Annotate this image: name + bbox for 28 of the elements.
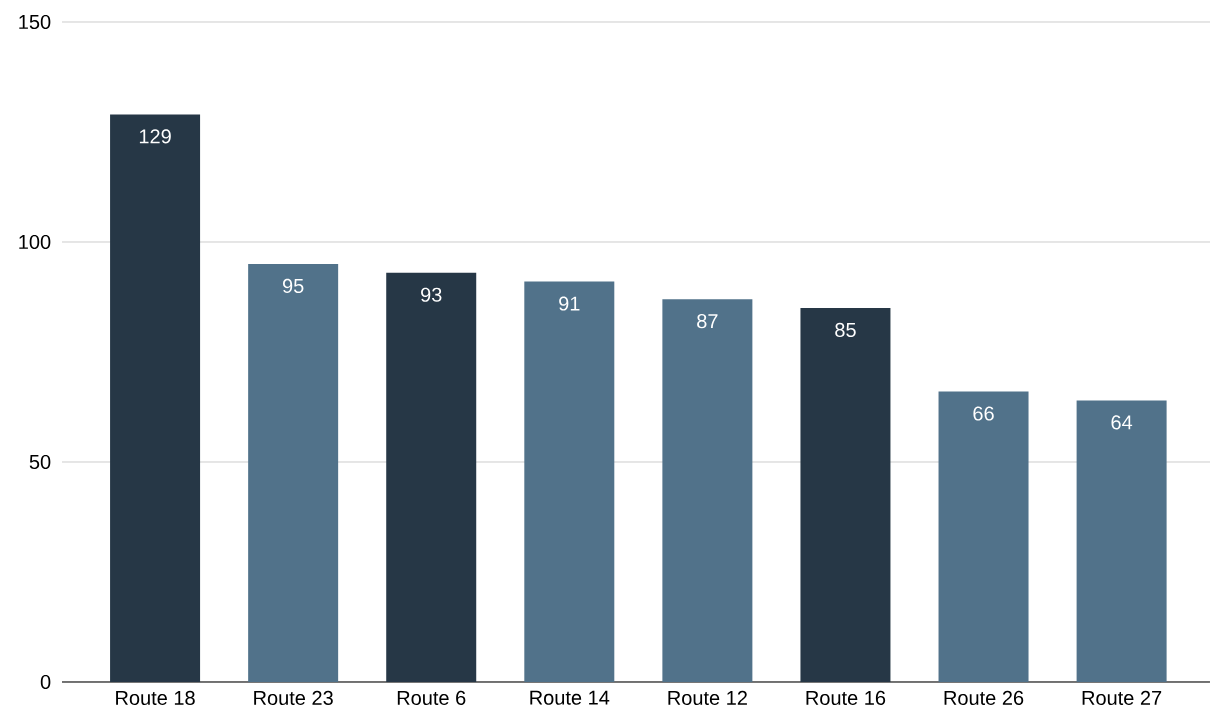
x-tick-label: Route 23 bbox=[254, 690, 333, 705]
x-tick-label: Route 12 bbox=[668, 690, 747, 705]
y-tick-label: 0 bbox=[40, 674, 51, 690]
x-tick-label: Route 6 bbox=[397, 690, 466, 705]
y-tick-label: 100 bbox=[19, 234, 51, 250]
data-label: 87 bbox=[697, 314, 718, 329]
bar bbox=[110, 114, 201, 682]
data-label: 95 bbox=[282, 278, 304, 294]
bar bbox=[938, 391, 1029, 682]
data-label: 91 bbox=[559, 296, 580, 311]
bar bbox=[248, 263, 339, 682]
x-tick-label: Route 27 bbox=[1082, 690, 1162, 705]
bar bbox=[386, 272, 477, 682]
x-tick-label: Route 18 bbox=[116, 690, 195, 705]
bar bbox=[800, 307, 891, 682]
data-label: 129 bbox=[139, 129, 171, 144]
bar bbox=[524, 281, 615, 682]
bar bbox=[662, 299, 753, 682]
data-label: 85 bbox=[835, 322, 856, 338]
x-tick-label: Route 14 bbox=[530, 690, 610, 705]
x-tick-label: Route 16 bbox=[806, 690, 886, 705]
data-label: 93 bbox=[421, 287, 442, 302]
data-label: 66 bbox=[973, 406, 994, 421]
data-label: 64 bbox=[1111, 415, 1133, 430]
bar bbox=[1076, 400, 1167, 682]
y-tick-label: 150 bbox=[19, 14, 51, 30]
x-tick-label: Route 26 bbox=[944, 690, 1024, 705]
y-tick-label: 50 bbox=[29, 454, 51, 470]
